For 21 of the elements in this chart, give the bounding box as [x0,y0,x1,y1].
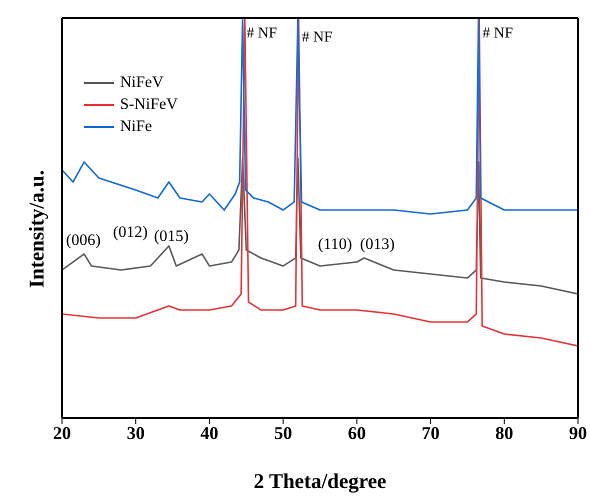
x-tick-label: 50 [274,422,292,443]
x-tick-label: 40 [200,422,218,443]
legend-label: S-NiFeV [120,95,178,115]
annotation: (013) [360,236,395,254]
y-axis-title: Intensity/a.u. [24,170,48,288]
x-tick-label: 60 [348,422,366,443]
annotation: (006) [66,232,101,250]
annotation: (012) [113,224,148,242]
x-axis-title: 2 Theta/degree [254,469,386,493]
legend-label: NiFe [120,117,152,137]
legend-label: NiFeV [120,73,164,93]
annotation: # NF [482,25,513,42]
x-tick-label: 90 [569,422,587,443]
annotation: # NF [246,25,278,42]
x-tick-label: 70 [422,422,440,443]
annotation: # NF [302,29,332,46]
x-tick-label: 80 [495,422,514,443]
annotation: (110) [318,236,352,254]
x-tick-label: 20 [53,422,71,443]
annotation: (015) [154,228,189,246]
x-tick-label: 30 [126,422,145,443]
